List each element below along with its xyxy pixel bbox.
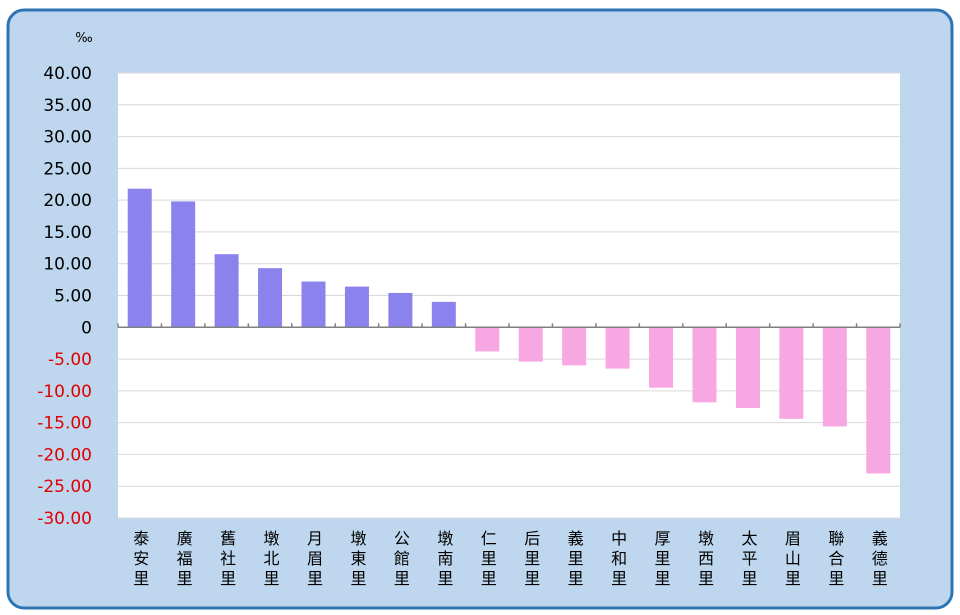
x-tick-label: 公館里: [391, 530, 410, 590]
bar: [822, 327, 847, 427]
bar: [735, 327, 760, 409]
bar: [562, 327, 587, 366]
y-tick-label: -5.00: [48, 350, 92, 370]
x-tick-label: 舊社里: [217, 530, 236, 590]
x-tick-label: 仁里里: [478, 530, 497, 590]
y-tick-label: -25.00: [37, 477, 92, 497]
y-tick-label: -10.00: [37, 382, 92, 402]
bar: [605, 327, 630, 369]
x-tick-label: 泰安里: [130, 530, 149, 590]
x-tick-label: 義德里: [869, 530, 888, 590]
x-tick-label: 聯合里: [825, 530, 844, 590]
x-tick-label: 墩南里: [434, 530, 453, 590]
y-tick-label: 35.00: [43, 96, 92, 116]
x-tick-label: 廣福里: [174, 530, 193, 590]
bar: [344, 286, 369, 328]
bar: [301, 281, 326, 328]
bar: [127, 188, 152, 328]
bar: [475, 327, 500, 352]
y-tick-label: 10.00: [43, 255, 92, 275]
y-tick-label: 0: [81, 318, 92, 338]
x-tick-label: 眉山里: [782, 530, 801, 590]
y-tick-label: -15.00: [37, 414, 92, 434]
y-tick-label: 15.00: [43, 223, 92, 243]
bar: [649, 327, 674, 388]
x-tick-label: 墩西里: [695, 530, 714, 590]
x-tick-label: 墩東里: [347, 530, 366, 590]
y-tick-label: 5.00: [54, 287, 92, 307]
unit-label: ‰: [75, 31, 92, 46]
y-tick-label: 40.00: [43, 64, 92, 84]
bar: [779, 327, 804, 419]
x-tick-label: 月眉里: [304, 530, 323, 590]
bar: [171, 201, 196, 328]
x-tick-label: 厚里里: [652, 530, 671, 590]
y-tick-label: 20.00: [43, 191, 92, 211]
x-tick-label: 中和里: [608, 530, 627, 590]
x-tick-label: 義里里: [565, 530, 584, 590]
y-tick-label: -30.00: [37, 509, 92, 529]
bar: [431, 301, 456, 328]
bar: [866, 327, 891, 474]
bar: [258, 268, 283, 328]
y-tick-label: 30.00: [43, 128, 92, 148]
x-tick-label: 墩北里: [261, 530, 280, 590]
y-tick-label: 25.00: [43, 159, 92, 179]
bar: [692, 327, 717, 403]
bar: [518, 327, 543, 362]
bar: [388, 292, 413, 328]
x-tick-label: 太平里: [738, 530, 757, 590]
x-tick-label: 后里里: [521, 530, 540, 590]
y-tick-label: -20.00: [37, 445, 92, 465]
bar: [214, 254, 239, 328]
